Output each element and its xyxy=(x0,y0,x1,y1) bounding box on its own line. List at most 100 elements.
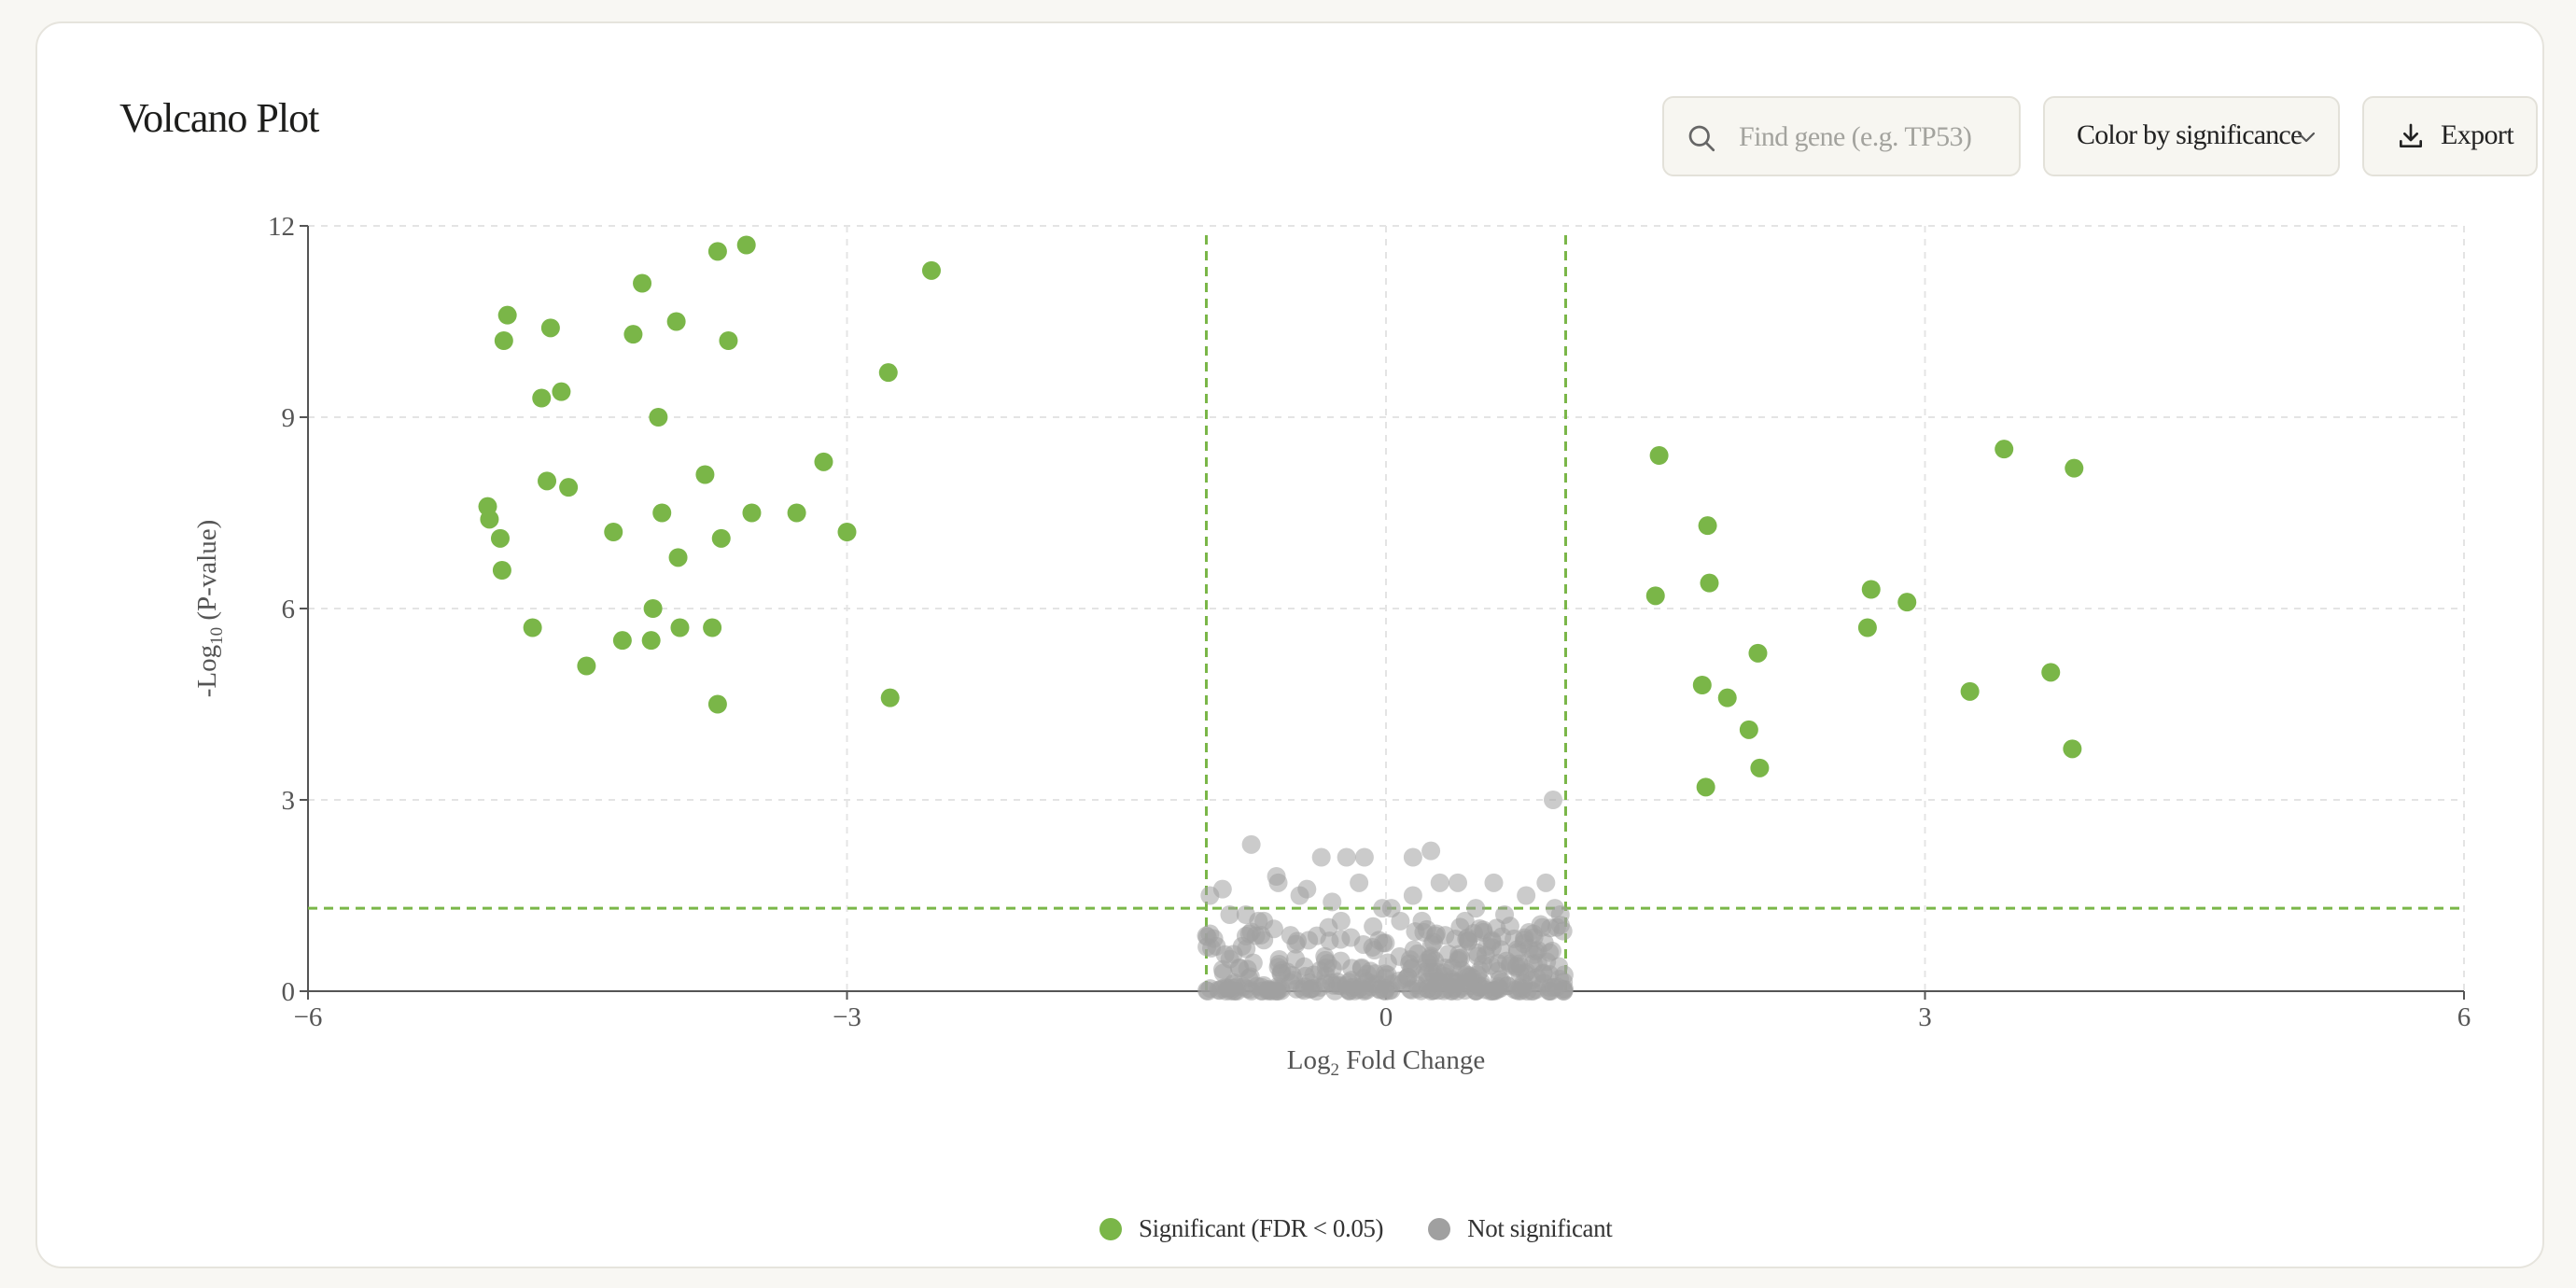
point-significant xyxy=(604,523,623,541)
point-significant xyxy=(703,618,722,637)
point-significant xyxy=(719,331,738,350)
point-significant xyxy=(480,510,499,529)
legend-swatch-significant xyxy=(1099,1217,1122,1240)
search-icon xyxy=(1688,125,1715,152)
color-by-select-value: Color by significance xyxy=(2077,119,2303,150)
point-significant xyxy=(1857,618,1877,637)
point-not-significant xyxy=(1474,954,1493,973)
page-title: Volcano Plot xyxy=(119,95,319,141)
point-not-significant xyxy=(1237,979,1256,999)
point-not-significant xyxy=(1517,886,1536,905)
point-significant xyxy=(921,260,941,280)
point-not-significant xyxy=(1200,886,1220,905)
volcano-plot: −6 −3 0 3 6 0 3 6 9 12 Log2 Fold Change -Log10 (P-v… xyxy=(192,212,2471,1080)
point-significant xyxy=(649,408,668,427)
point-not-significant xyxy=(1434,981,1453,1001)
point-not-significant xyxy=(1536,873,1556,892)
point-significant xyxy=(880,688,900,707)
point-not-significant xyxy=(1533,963,1553,983)
point-not-significant xyxy=(1363,937,1382,957)
export-label: Export xyxy=(2441,119,2514,150)
point-significant xyxy=(643,599,663,618)
point-not-significant xyxy=(1290,886,1309,905)
point-not-significant xyxy=(1464,924,1484,944)
point-significant xyxy=(2065,458,2084,478)
point-not-significant xyxy=(1215,977,1235,997)
point-not-significant xyxy=(1466,899,1486,918)
point-not-significant xyxy=(1311,847,1331,867)
point-not-significant xyxy=(1402,959,1421,978)
point-significant xyxy=(540,318,560,338)
point-significant xyxy=(490,528,510,548)
point-not-significant xyxy=(1534,932,1554,952)
point-significant xyxy=(1739,720,1758,739)
legend-label-not-significant: Not significant xyxy=(1467,1214,1613,1242)
x-axis-title: Log2 Fold Change xyxy=(1287,1045,1486,1080)
point-not-significant xyxy=(1531,915,1550,934)
point-not-significant xyxy=(1316,958,1336,977)
point-not-significant xyxy=(1449,873,1467,892)
point-not-significant xyxy=(1202,938,1222,958)
point-not-significant xyxy=(1300,973,1320,993)
point-not-significant xyxy=(1323,892,1342,912)
legend-item-significant[interactable]: Significant (FDR < 0.05) xyxy=(1099,1214,1384,1243)
x-tick-label: −6 xyxy=(294,1002,323,1032)
legend-swatch-not-significant xyxy=(1428,1217,1451,1240)
point-not-significant xyxy=(1337,847,1356,867)
point-not-significant xyxy=(1350,873,1369,892)
y-tick-label: 6 xyxy=(282,595,296,624)
point-significant xyxy=(1696,777,1715,797)
legend-item-not-significant[interactable]: Not significant xyxy=(1428,1214,1613,1243)
point-not-significant xyxy=(1232,936,1252,956)
point-significant xyxy=(497,305,517,325)
download-icon xyxy=(2400,123,2422,147)
y-tick-label: 3 xyxy=(282,786,296,816)
point-significant xyxy=(1649,446,1669,465)
point-significant xyxy=(1995,440,2014,459)
point-not-significant xyxy=(1505,929,1524,948)
point-not-significant xyxy=(1282,966,1302,986)
point-significant xyxy=(695,465,715,484)
point-significant xyxy=(1717,688,1737,707)
point-not-significant xyxy=(1268,873,1288,892)
color-by-select[interactable]: Color by significance xyxy=(2043,96,2340,176)
point-not-significant xyxy=(1342,959,1362,978)
point-significant xyxy=(1698,516,1717,536)
point-not-significant xyxy=(1484,873,1504,892)
point-significant xyxy=(641,631,661,651)
point-significant xyxy=(623,325,643,344)
point-significant xyxy=(1897,593,1917,612)
point-not-significant xyxy=(1364,917,1383,936)
point-significant xyxy=(736,235,756,255)
point-not-significant xyxy=(1220,905,1239,924)
point-not-significant xyxy=(1341,928,1361,947)
point-not-significant xyxy=(1421,841,1441,861)
point-not-significant xyxy=(1357,964,1377,984)
point-significant xyxy=(2041,663,2061,682)
point-not-significant xyxy=(1403,886,1422,905)
chevron-down-icon xyxy=(2297,132,2316,143)
point-significant xyxy=(612,631,632,651)
point-not-significant xyxy=(1241,834,1261,854)
gene-search-input[interactable] xyxy=(1737,98,2011,176)
point-significant xyxy=(494,331,513,350)
point-significant xyxy=(878,363,898,383)
point-significant xyxy=(1692,676,1712,694)
export-button[interactable]: Export xyxy=(2362,96,2538,176)
point-significant xyxy=(538,471,557,491)
point-not-significant xyxy=(1288,931,1308,951)
point-significant xyxy=(523,618,542,637)
point-not-significant xyxy=(1539,981,1559,1001)
point-not-significant xyxy=(1449,945,1469,964)
point-significant xyxy=(814,452,833,471)
point-not-significant xyxy=(1378,965,1397,985)
y-tick-label: 0 xyxy=(282,977,296,1007)
point-not-significant xyxy=(1404,940,1423,959)
chart-card: Volcano Plot Color by significance Expor… xyxy=(35,21,2544,1268)
point-significant xyxy=(1748,643,1768,663)
point-not-significant xyxy=(1400,979,1420,999)
point-not-significant xyxy=(1354,847,1374,867)
point-not-significant xyxy=(1554,965,1574,985)
point-significant xyxy=(1960,681,1980,701)
gene-search-box[interactable] xyxy=(1662,96,2021,176)
